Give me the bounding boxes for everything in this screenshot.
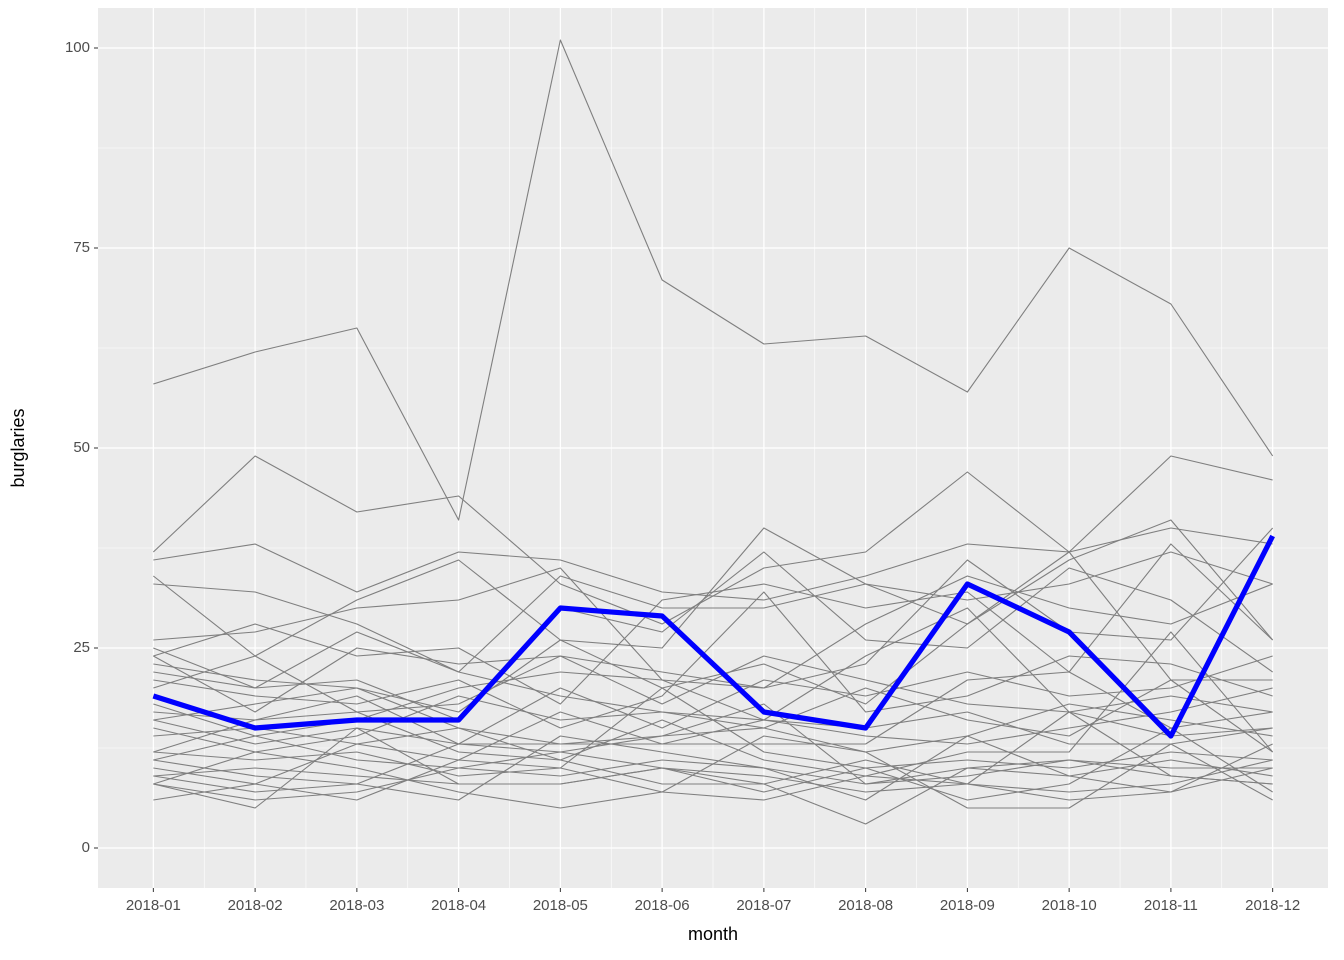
x-tick-label: 2018-12 bbox=[1245, 897, 1300, 914]
x-tick-label: 2018-07 bbox=[736, 897, 791, 914]
y-tick-label: 0 bbox=[82, 839, 90, 856]
x-tick-label: 2018-01 bbox=[126, 897, 181, 914]
x-tick-label: 2018-11 bbox=[1144, 897, 1198, 914]
x-tick-label: 2018-02 bbox=[228, 897, 283, 914]
x-tick-label: 2018-03 bbox=[329, 897, 384, 914]
burglaries-line-chart: 0 25 50 75 100 2018-01 2018-02 2018-03 2018-04 20… bbox=[0, 0, 1344, 960]
x-tick-label: 2018-09 bbox=[940, 897, 995, 914]
y-tick-label: 50 bbox=[73, 439, 90, 456]
x-tick-label: 2018-08 bbox=[838, 897, 893, 914]
x-tick-label: 2018-04 bbox=[431, 897, 486, 914]
y-tick-label: 100 bbox=[65, 39, 90, 56]
y-tick-label: 25 bbox=[73, 639, 90, 656]
x-tick-label: 2018-06 bbox=[635, 897, 690, 914]
x-axis-title: month bbox=[688, 924, 738, 944]
chart-svg: 0 25 50 75 100 2018-01 2018-02 2018-03 2018-04 20… bbox=[0, 0, 1344, 960]
y-axis-title: burglaries bbox=[8, 408, 28, 487]
x-tick-label: 2018-10 bbox=[1042, 897, 1097, 914]
y-tick-label: 75 bbox=[73, 239, 90, 256]
x-tick-label: 2018-05 bbox=[533, 897, 588, 914]
